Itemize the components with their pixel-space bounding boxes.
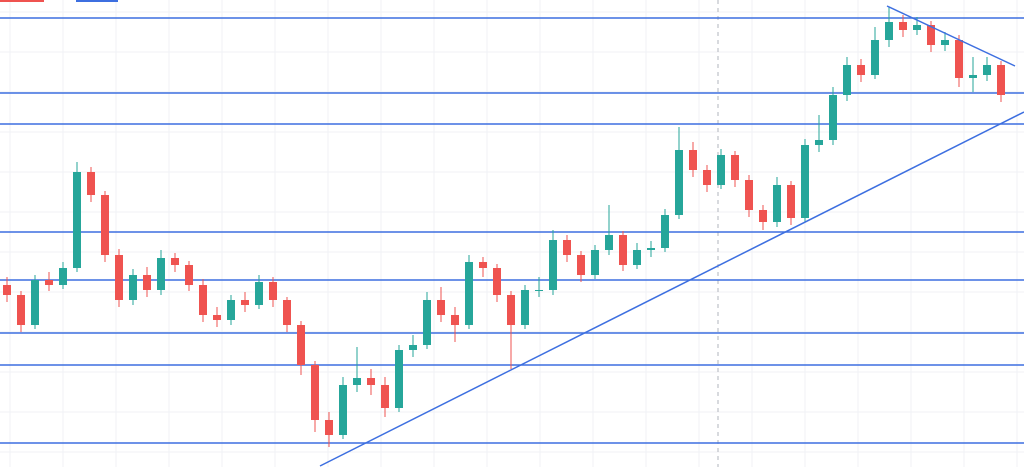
trend-line <box>319 111 1024 467</box>
candle-body <box>269 282 277 300</box>
candle-body <box>787 185 795 218</box>
candle-body <box>997 65 1005 95</box>
candle-body <box>801 145 809 218</box>
candle-body <box>87 172 95 195</box>
trend-line <box>886 5 1016 67</box>
candle-body <box>157 258 165 290</box>
candle-body <box>171 258 179 265</box>
candle-body <box>717 155 725 185</box>
candle-body <box>857 65 865 75</box>
candle-body <box>633 250 641 265</box>
candle-body <box>829 95 837 140</box>
candle-body <box>367 378 375 385</box>
candle-body <box>199 285 207 315</box>
candle-body <box>423 300 431 345</box>
candle-body <box>745 180 753 210</box>
candle-body <box>619 235 627 265</box>
candle-body <box>577 255 585 275</box>
candle-body <box>479 262 487 268</box>
candle-body <box>115 255 123 300</box>
candle-body <box>647 248 655 250</box>
candle-body <box>437 300 445 315</box>
candle-body <box>983 65 991 75</box>
candle-body <box>297 325 305 365</box>
candle-body <box>941 40 949 45</box>
candle-body <box>325 420 333 435</box>
candle-body <box>773 185 781 222</box>
candle-body <box>563 240 571 255</box>
candle-body <box>3 285 11 295</box>
candle-body <box>45 280 53 285</box>
candle-body <box>129 275 137 300</box>
candle-body <box>59 268 67 285</box>
candle-body <box>311 365 319 420</box>
candle-body <box>955 40 963 78</box>
candle-body <box>927 25 935 45</box>
candle-body <box>73 172 81 268</box>
candle-body <box>213 315 221 320</box>
candle-body <box>759 210 767 222</box>
candle-body <box>395 350 403 408</box>
candle-body <box>703 170 711 185</box>
candle-body <box>871 40 879 75</box>
candle-body <box>731 155 739 180</box>
candle-body <box>689 150 697 170</box>
candle-body <box>451 315 459 325</box>
candle-body <box>885 22 893 40</box>
candle-body <box>241 300 249 305</box>
candle-body <box>255 282 263 305</box>
candle-body <box>143 275 151 290</box>
legend-fragment <box>0 0 44 2</box>
candle-body <box>605 235 613 250</box>
candle-body <box>17 295 25 325</box>
candles <box>3 7 1005 447</box>
candle-body <box>227 300 235 320</box>
candle-body <box>549 240 557 290</box>
candle-body <box>843 65 851 95</box>
candle-body <box>661 215 669 248</box>
candle-body <box>675 150 683 215</box>
candle-body <box>185 265 193 285</box>
legend-fragment <box>76 0 118 2</box>
candle-body <box>101 195 109 255</box>
candle-body <box>591 250 599 275</box>
candle-body <box>493 268 501 295</box>
candle-body <box>507 295 515 325</box>
candle-body <box>899 22 907 30</box>
candle-body <box>815 140 823 145</box>
candle-body <box>381 385 389 408</box>
candle-body <box>913 25 921 30</box>
levels <box>0 17 1024 444</box>
candle-body <box>409 345 417 350</box>
candle-body <box>31 280 39 325</box>
candle-body <box>353 378 361 385</box>
candle-body <box>283 300 291 325</box>
candle-body <box>969 75 977 78</box>
candle-body <box>465 262 473 325</box>
candle-body <box>535 290 543 291</box>
candle-body <box>339 385 347 435</box>
candle-body <box>521 290 529 325</box>
